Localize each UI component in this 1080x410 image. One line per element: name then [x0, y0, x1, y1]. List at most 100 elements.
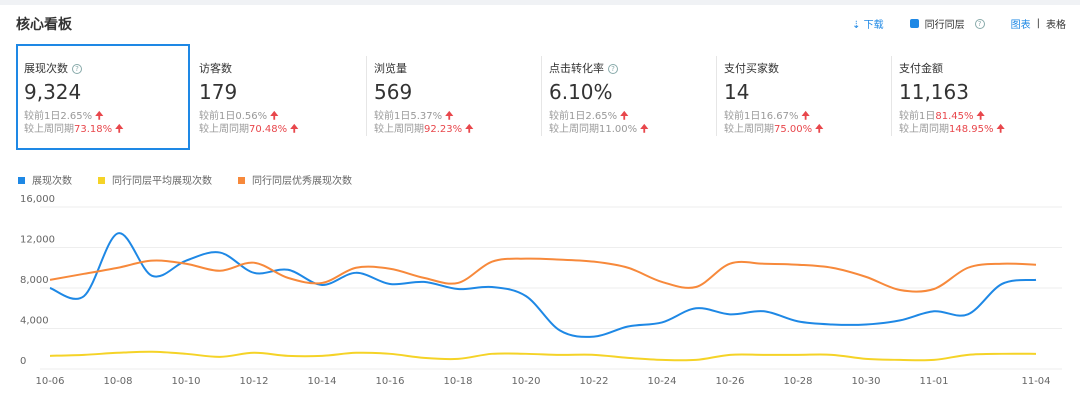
change-label: 较前1日 [374, 111, 411, 122]
metric-label-row: 支付买家数 [724, 60, 890, 76]
metric-label-row: 点击转化率? [549, 60, 715, 76]
up-arrow: 🠉 [801, 111, 810, 122]
change-row: 较上周同期11.00% 🠉 [549, 123, 715, 136]
change-label: 较上周同期 [899, 124, 949, 135]
change-row: 较前1日81.45% 🠉 [899, 110, 1065, 123]
change-row: 较上周同期73.18% 🠉 [24, 123, 188, 136]
change-label: 较上周同期 [374, 124, 424, 135]
change-value: 11.00% [599, 124, 638, 135]
series-line [49, 257, 1037, 293]
metric-label-row: 支付金额 [899, 60, 1065, 76]
up-arrow: 🠉 [465, 124, 474, 135]
series-line [49, 350, 1037, 362]
legend-label: 同行同层平均展现次数 [112, 174, 212, 187]
y-tick-label: 4,000 [20, 316, 49, 327]
download-button[interactable]: ⇣ 下载 [852, 20, 884, 31]
change-value: 73.18% [74, 124, 113, 135]
change-row: 较上周同期148.95% 🠉 [899, 123, 1065, 136]
change-value: 75.00% [774, 124, 813, 135]
up-arrow: 🠉 [445, 111, 454, 122]
metric-card[interactable]: 支付买家数 14 较前1日16.67% 🠉 较上周同期75.00% 🠉 [716, 44, 890, 150]
metric-value: 569 [374, 80, 413, 104]
change-row: 较上周同期75.00% 🠉 [724, 123, 890, 136]
metric-label: 点击转化率 [549, 62, 604, 75]
metric-label-row: 展现次数? [24, 60, 188, 76]
change-label: 较前1日 [24, 111, 61, 122]
actions: ⇣ 下载 同行同层? 图表 | 表格 [852, 16, 1066, 31]
up-arrow: 🠉 [290, 124, 299, 135]
change-row: 较前1日5.37% 🠉 [374, 110, 540, 123]
legend-label: 展现次数 [32, 174, 72, 187]
up-arrow: 🠉 [620, 111, 629, 122]
legend-swatch [18, 177, 25, 184]
change-value: 16.67% [760, 111, 799, 122]
x-tick-label: 11-04 [1021, 376, 1050, 387]
change-value: 81.45% [935, 111, 974, 122]
change-value: 5.37% [410, 111, 443, 122]
x-tick-label: 10-14 [307, 376, 336, 387]
up-arrow: 🠉 [815, 124, 824, 135]
change-label: 较前1日 [199, 111, 236, 122]
y-tick-label: 12,000 [20, 235, 55, 246]
legend-swatch [238, 177, 245, 184]
chart-view-tab[interactable]: 图表 [1010, 20, 1031, 31]
up-arrow: 🠉 [95, 111, 104, 122]
change-row: 较上周同期92.23% 🠉 [374, 123, 540, 136]
change-label: 较前1日 [899, 111, 936, 122]
y-tick-label: 8,000 [20, 275, 49, 286]
up-arrow: 🠉 [640, 124, 649, 135]
x-tick-label: 10-24 [647, 376, 676, 387]
metric-card[interactable]: 浏览量 569 较前1日5.37% 🠉 较上周同期92.23% 🠉 [366, 44, 540, 150]
change-value: 2.65% [60, 111, 93, 122]
separator: | [1036, 18, 1040, 29]
metric-label: 访客数 [199, 62, 232, 75]
change-row: 较前1日0.56% 🠉 [199, 110, 365, 123]
up-arrow: 🠉 [115, 124, 124, 135]
legend-swatch [98, 177, 105, 184]
change-label: 较上周同期 [549, 124, 599, 135]
x-tick-label: 11-01 [919, 376, 948, 387]
chart: 展现次数 同行同层平均展现次数 同行同层优秀展现次数 0 4,000 8,000 12,00… [18, 174, 1062, 387]
change-label: 较上周同期 [24, 124, 74, 135]
x-tick-label: 10-30 [851, 376, 880, 387]
change-label: 较前1日 [724, 111, 761, 122]
x-tick-label: 10-16 [375, 376, 404, 387]
metric-card[interactable]: 点击转化率? 6.10% 较前1日2.65% 🠉 较上周同期11.00% 🠉 [541, 44, 715, 150]
peer-toggle[interactable]: 同行同层 [924, 20, 965, 31]
peer-checkbox[interactable] [909, 19, 919, 28]
help-icon[interactable]: ? [974, 18, 985, 29]
x-tick-label: 10-12 [239, 376, 268, 387]
legend-label: 同行同层优秀展现次数 [252, 174, 352, 187]
x-tick-label: 10-10 [171, 376, 200, 387]
metric-label-row: 访客数 [199, 60, 365, 76]
up-arrow: 🠉 [270, 111, 279, 122]
metric-card[interactable]: 访客数 179 较前1日0.56% 🠉 较上周同期70.48% 🠉 [191, 44, 365, 150]
x-tick-label: 10-08 [103, 376, 132, 387]
change-value: 92.23% [424, 124, 463, 135]
table-view-tab[interactable]: 表格 [1046, 20, 1066, 31]
metric-value: 179 [199, 80, 238, 104]
change-value: 148.95% [949, 124, 994, 135]
help-icon[interactable]: ? [72, 64, 82, 74]
metric-card[interactable]: 支付金额 11,163 较前1日81.45% 🠉 较上周同期148.95% 🠉 [891, 44, 1065, 150]
metric-label: 支付金额 [899, 62, 943, 75]
x-tick-label: 10-22 [579, 376, 608, 387]
x-tick-label: 10-26 [715, 376, 744, 387]
x-tick-label: 10-20 [511, 376, 540, 387]
change-row: 较上周同期70.48% 🠉 [199, 123, 365, 136]
up-arrow: 🠉 [996, 124, 1005, 135]
download-text: 下载 [863, 20, 884, 31]
change-value: 70.48% [249, 124, 288, 135]
metric-label-row: 浏览量 [374, 60, 540, 76]
y-tick-label: 16,000 [20, 194, 55, 205]
metric-card[interactable]: 展现次数? 9,324 较前1日2.65% 🠉 较上周同期73.18% 🠉 [16, 44, 190, 150]
x-tick-label: 10-28 [783, 376, 812, 387]
page-title: 核心看板 [16, 17, 72, 33]
up-arrow: 🠉 [976, 111, 985, 122]
series-line [49, 232, 1037, 338]
metric-label: 支付买家数 [724, 62, 779, 75]
help-icon[interactable]: ? [608, 64, 618, 74]
change-value: 0.56% [235, 111, 268, 122]
top-strip [0, 0, 1080, 5]
